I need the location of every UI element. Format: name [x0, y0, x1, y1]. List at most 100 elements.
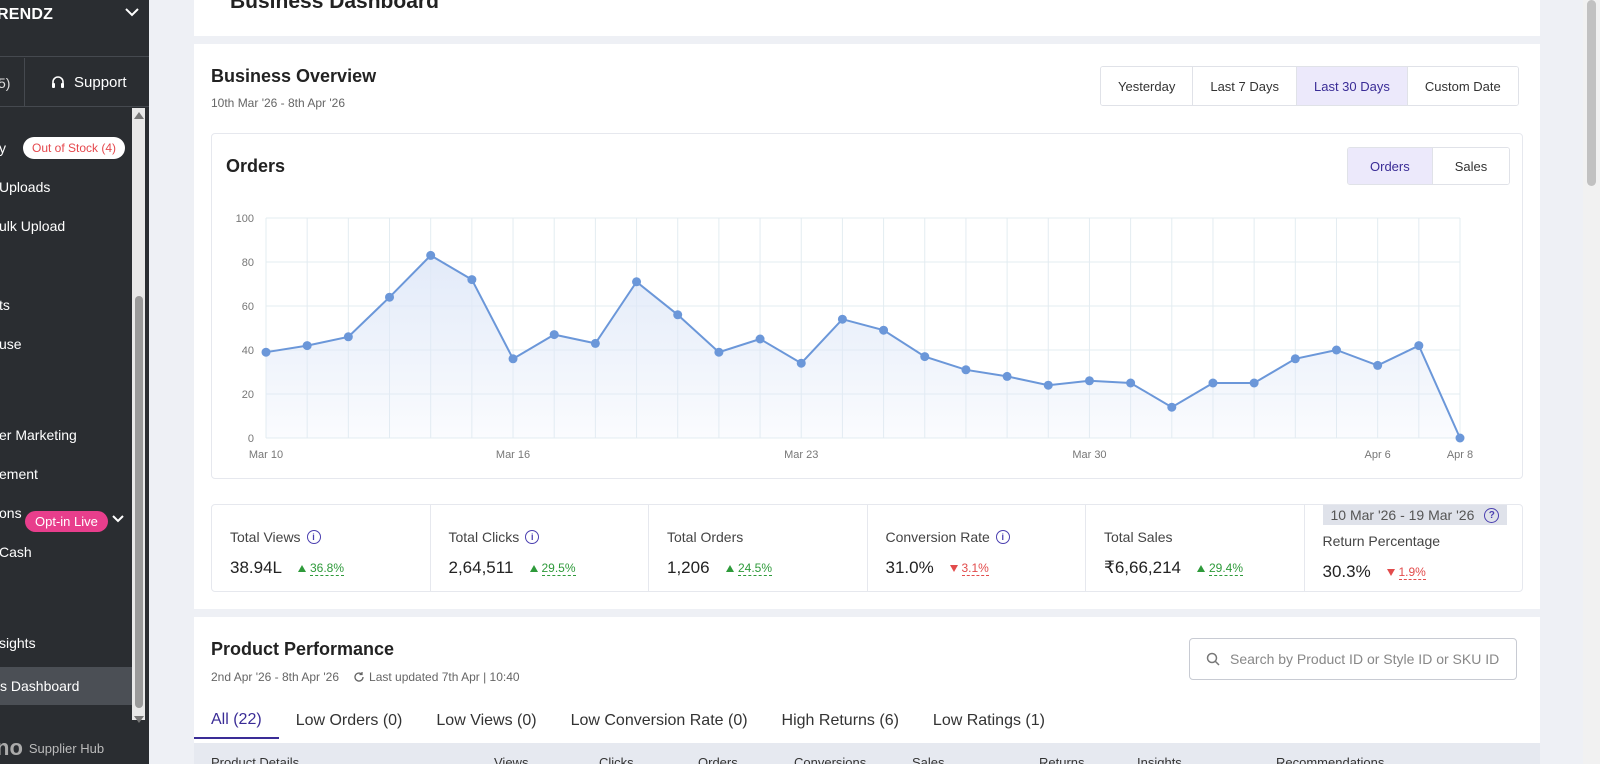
info-icon[interactable]: i — [525, 530, 540, 544]
chevron-down-icon[interactable] — [124, 4, 140, 20]
column-header[interactable]: Sales — [912, 755, 945, 764]
metric-conversion-rate: Conversion Rate i 31.0% 3.1% — [868, 505, 1086, 591]
data-point — [714, 347, 724, 357]
sidebar-item[interactable]: use — [0, 336, 22, 352]
performance-subtitle: 2nd Apr '26 - 8th Apr '26 Last updated 7… — [211, 670, 520, 684]
help-icon[interactable]: ? — [1484, 507, 1500, 523]
column-header[interactable]: Orders — [698, 755, 738, 764]
info-icon[interactable]: i — [995, 530, 1010, 544]
out-of-stock-badge[interactable]: Out of Stock (4) — [23, 137, 126, 159]
sidebar-item[interactable]: er Marketing — [0, 427, 77, 443]
metric-change-value: 1.9% — [1398, 565, 1426, 580]
tab-low-orders[interactable]: Low Orders (0) — [295, 712, 403, 729]
search-icon — [1206, 652, 1220, 666]
column-header[interactable]: Views — [494, 755, 529, 764]
metric-label-row: Total Orders — [667, 529, 743, 545]
metric-label: Conversion Rate — [885, 529, 990, 545]
sidebar-item[interactable]: sights — [0, 635, 36, 651]
tab-high-returns[interactable]: High Returns (6) — [781, 712, 899, 729]
arrow-down-icon — [949, 565, 958, 572]
metric-range-label: 10 Mar '26 - 19 Mar '26 — [1330, 507, 1475, 523]
sidebar-item[interactable]: Uploads — [0, 179, 50, 195]
data-point — [426, 250, 436, 260]
chevron-down-icon[interactable] — [111, 512, 125, 526]
data-point — [1126, 378, 1136, 388]
supplier-hub-logo: no — [0, 735, 23, 760]
data-point — [467, 275, 477, 285]
orders-chart-panel: Orders Orders Sales 0 20 40 60 80 100 Mar 10 Mar… — [211, 133, 1523, 479]
data-point — [343, 332, 353, 342]
sidebar-item[interactable]: ts — [0, 297, 10, 313]
column-header[interactable]: Clicks — [599, 755, 634, 764]
tab-all[interactable]: All (22) — [194, 703, 279, 739]
metric-change: 3.1% — [949, 561, 989, 576]
info-icon[interactable]: i — [306, 530, 321, 544]
range-button-last-30-days[interactable]: Last 30 Days — [1297, 67, 1408, 105]
x-tick-label: Mar 10 — [249, 449, 283, 461]
metric-return-percentage: 10 Mar '26 - 19 Mar '26? Return Percentag… — [1305, 505, 1523, 591]
scroll-down-icon[interactable] — [134, 716, 144, 723]
sidebar-item-business-dashboard[interactable]: s Dashboard — [0, 667, 132, 705]
metric-change: 29.5% — [529, 561, 576, 576]
sidebar-item-label: ts — [0, 297, 10, 313]
sidebar-item[interactable]: ons — [0, 505, 22, 521]
metric-label-row: Total Clicks i — [449, 529, 540, 545]
y-tick-label: 0 — [248, 433, 254, 445]
y-tick-label: 80 — [242, 257, 254, 269]
tab-low-ratings[interactable]: Low Ratings (1) — [932, 712, 1045, 729]
arrow-up-icon — [1197, 565, 1205, 572]
sidebar-item-label: y — [0, 140, 6, 156]
product-search[interactable] — [1189, 638, 1517, 680]
scroll-up-icon[interactable] — [134, 112, 144, 119]
tab-low-conversion-rate[interactable]: Low Conversion Rate (0) — [570, 712, 748, 729]
column-header[interactable]: Returns — [1039, 755, 1085, 764]
product-performance-card: Product Performance 2nd Apr '26 - 8th Ap… — [194, 617, 1540, 764]
data-point — [549, 330, 559, 340]
sidebar-item-label: er Marketing — [0, 427, 77, 443]
metric-date-range: 10 Mar '26 - 19 Mar '26? — [1322, 505, 1508, 525]
data-point — [1290, 354, 1300, 364]
range-button-yesterday[interactable]: Yesterday — [1101, 67, 1194, 105]
column-header[interactable]: Recommendations — [1276, 755, 1385, 764]
support-button[interactable]: Support — [50, 74, 127, 91]
sidebar-item[interactable]: y — [0, 140, 6, 156]
sidebar-item-label: ulk Upload — [0, 218, 66, 234]
data-point — [1084, 376, 1094, 386]
data-point — [673, 310, 683, 320]
column-header[interactable]: Product Details — [211, 755, 300, 764]
tab-low-views[interactable]: Low Views (0) — [436, 712, 537, 729]
data-point — [837, 314, 847, 324]
column-header[interactable]: Insights — [1137, 755, 1182, 764]
arrow-up-icon — [298, 565, 306, 572]
toggle-sales[interactable]: Sales — [1432, 148, 1510, 184]
metric-label: Total Orders — [667, 529, 744, 545]
range-button-custom-date[interactable]: Custom Date — [1407, 67, 1518, 105]
metric-change: 1.9% — [1386, 565, 1426, 580]
performance-date-range: 2nd Apr '26 - 8th Apr '26 — [211, 670, 340, 684]
performance-title: Product Performance — [211, 639, 395, 659]
last-updated-label: Last updated 7th Apr | 10:40 — [369, 670, 520, 684]
metric-label-row: Total Sales — [1104, 529, 1172, 545]
page-scrollbar-thumb[interactable] — [1587, 0, 1596, 186]
sidebar-item[interactable]: ement — [0, 466, 38, 482]
toggle-orders[interactable]: Orders — [1348, 148, 1433, 184]
page-scrollbar[interactable] — [1583, 0, 1600, 764]
range-button-last-7-days[interactable]: Last 7 Days — [1193, 67, 1297, 105]
refresh-icon[interactable] — [353, 671, 365, 683]
sidebar-item-label: Cash — [0, 544, 32, 560]
overview-date-range: 10th Mar '26 - 8th Apr '26 — [211, 96, 345, 110]
metric-label-row: Conversion Rate i — [886, 529, 1010, 545]
sidebar-item[interactable]: ulk Upload — [0, 218, 65, 234]
y-tick-label: 60 — [242, 301, 254, 313]
arrow-up-icon — [726, 565, 734, 572]
sidebar-item[interactable]: Cash — [0, 544, 32, 560]
notification-count[interactable]: 5) — [0, 75, 11, 91]
sidebar-footer: no Supplier Hub — [0, 732, 149, 764]
column-header[interactable]: Conversions — [794, 755, 867, 764]
metric-total-sales: Total Sales ₹6,66,214 29.4% — [1086, 505, 1305, 591]
orders-line-chart: 0 20 40 60 80 100 Mar 10 Mar 16 Mar 23 Mar 30 Apr … — [236, 213, 1474, 461]
last-updated: Last updated 7th Apr | 10:40 — [353, 670, 520, 684]
data-point — [1331, 345, 1341, 355]
sidebar-scrollbar-thumb[interactable] — [135, 296, 143, 708]
search-input[interactable] — [1230, 651, 1500, 667]
